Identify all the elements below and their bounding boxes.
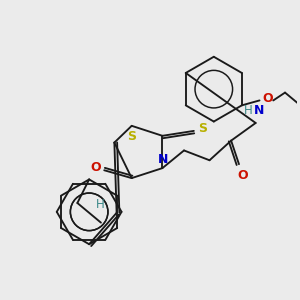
Text: O: O xyxy=(262,92,273,105)
Text: N: N xyxy=(158,153,169,166)
Text: S: S xyxy=(198,122,207,135)
Text: H: H xyxy=(96,199,104,212)
Text: N: N xyxy=(254,104,264,117)
Text: O: O xyxy=(90,161,101,174)
Text: O: O xyxy=(238,169,248,182)
Text: H: H xyxy=(243,104,252,117)
Text: S: S xyxy=(127,130,136,143)
